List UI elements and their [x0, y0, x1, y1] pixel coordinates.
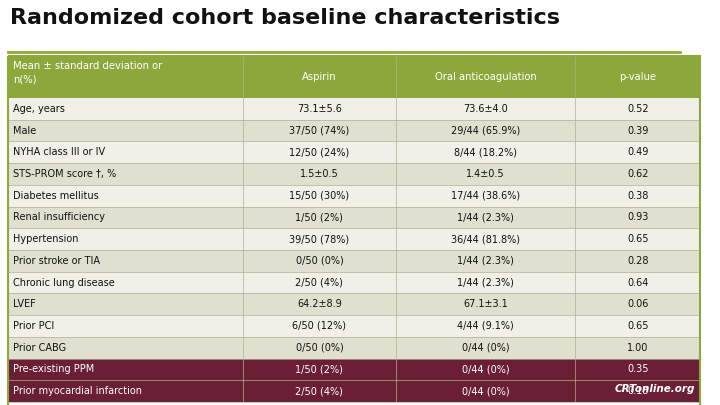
- Text: 6/50 (12%): 6/50 (12%): [292, 321, 346, 331]
- Text: 0.39: 0.39: [627, 126, 649, 136]
- Text: Randomized cohort baseline characteristics: Randomized cohort baseline characteristi…: [10, 8, 560, 28]
- Text: STS-PROM score †, %: STS-PROM score †, %: [13, 169, 116, 179]
- Text: 36/44 (81.8%): 36/44 (81.8%): [451, 234, 520, 244]
- Text: 0.65: 0.65: [627, 234, 649, 244]
- Text: 1/50 (2%): 1/50 (2%): [295, 213, 343, 222]
- Bar: [8, 250, 700, 272]
- Bar: [8, 228, 700, 250]
- Text: 1.5±0.5: 1.5±0.5: [300, 169, 339, 179]
- Text: 0.18: 0.18: [627, 386, 649, 396]
- Text: 0/50 (0%): 0/50 (0%): [295, 343, 343, 353]
- Text: Male: Male: [13, 126, 36, 136]
- Bar: [8, 141, 700, 163]
- Bar: [8, 56, 700, 98]
- Text: Prior myocardial infarction: Prior myocardial infarction: [13, 386, 142, 396]
- Bar: [8, 98, 700, 120]
- Text: 1.4±0.5: 1.4±0.5: [466, 169, 505, 179]
- Text: 0/44 (0%): 0/44 (0%): [462, 364, 509, 375]
- Text: Renal insufficiency: Renal insufficiency: [13, 213, 105, 222]
- Text: 39/50 (78%): 39/50 (78%): [289, 234, 349, 244]
- Text: Oral anticoagulation: Oral anticoagulation: [435, 72, 536, 82]
- Text: 67.1±3.1: 67.1±3.1: [463, 299, 508, 309]
- Text: 4/44 (9.1%): 4/44 (9.1%): [457, 321, 514, 331]
- Text: 0.62: 0.62: [627, 169, 649, 179]
- Text: 15/50 (30%): 15/50 (30%): [289, 191, 349, 201]
- Text: NYHA class III or IV: NYHA class III or IV: [13, 147, 105, 157]
- Text: n(%): n(%): [13, 74, 37, 84]
- Text: Prior PCI: Prior PCI: [13, 321, 54, 331]
- Text: 1.00: 1.00: [627, 343, 649, 353]
- Text: 37/50 (74%): 37/50 (74%): [289, 126, 349, 136]
- Bar: [8, 272, 700, 294]
- Text: 0.38: 0.38: [627, 191, 649, 201]
- Text: Mean ± standard deviation or: Mean ± standard deviation or: [13, 61, 162, 71]
- Text: 0.35: 0.35: [627, 364, 649, 375]
- Text: 64.2±8.9: 64.2±8.9: [297, 299, 342, 309]
- Text: 0/50 (0%): 0/50 (0%): [295, 256, 343, 266]
- Text: p-value: p-value: [619, 72, 656, 82]
- Text: Hypertension: Hypertension: [13, 234, 78, 244]
- Bar: [8, 207, 700, 228]
- Text: 73.6±4.0: 73.6±4.0: [463, 104, 508, 114]
- Text: 0.52: 0.52: [627, 104, 649, 114]
- Text: 2/50 (4%): 2/50 (4%): [295, 386, 343, 396]
- Text: 73.1±5.6: 73.1±5.6: [297, 104, 342, 114]
- Bar: [8, 315, 700, 337]
- Text: 1/50 (2%): 1/50 (2%): [295, 364, 343, 375]
- Text: Age, years: Age, years: [13, 104, 65, 114]
- Text: 12/50 (24%): 12/50 (24%): [289, 147, 349, 157]
- Text: 17/44 (38.6%): 17/44 (38.6%): [451, 191, 520, 201]
- Bar: [8, 120, 700, 141]
- Text: Diabetes mellitus: Diabetes mellitus: [13, 191, 99, 201]
- Text: LVEF: LVEF: [13, 299, 36, 309]
- Text: 1/44 (2.3%): 1/44 (2.3%): [457, 256, 514, 266]
- Text: 0/44 (0%): 0/44 (0%): [462, 386, 509, 396]
- Text: 2/50 (4%): 2/50 (4%): [295, 277, 343, 288]
- Bar: [8, 380, 700, 402]
- Text: 0.64: 0.64: [627, 277, 649, 288]
- Bar: [8, 185, 700, 207]
- Text: Chronic lung disease: Chronic lung disease: [13, 277, 114, 288]
- Text: Prior stroke or TIA: Prior stroke or TIA: [13, 256, 100, 266]
- Text: 8/44 (18.2%): 8/44 (18.2%): [454, 147, 517, 157]
- Text: Prior CABG: Prior CABG: [13, 343, 66, 353]
- Text: 0/44 (0%): 0/44 (0%): [462, 343, 509, 353]
- Text: 1/44 (2.3%): 1/44 (2.3%): [457, 213, 514, 222]
- Text: 0.65: 0.65: [627, 321, 649, 331]
- Text: 0.06: 0.06: [627, 299, 649, 309]
- Bar: [8, 294, 700, 315]
- Text: Aspirin: Aspirin: [302, 72, 337, 82]
- Text: CRTonline.org: CRTonline.org: [615, 384, 695, 394]
- Bar: [8, 163, 700, 185]
- Bar: [8, 358, 700, 380]
- Text: 0.28: 0.28: [627, 256, 649, 266]
- Text: Pre-existing PPM: Pre-existing PPM: [13, 364, 94, 375]
- Text: 29/44 (65.9%): 29/44 (65.9%): [451, 126, 520, 136]
- Bar: [8, 337, 700, 358]
- Text: 1/44 (2.3%): 1/44 (2.3%): [457, 277, 514, 288]
- Text: 0.49: 0.49: [627, 147, 649, 157]
- Text: 0.93: 0.93: [627, 213, 649, 222]
